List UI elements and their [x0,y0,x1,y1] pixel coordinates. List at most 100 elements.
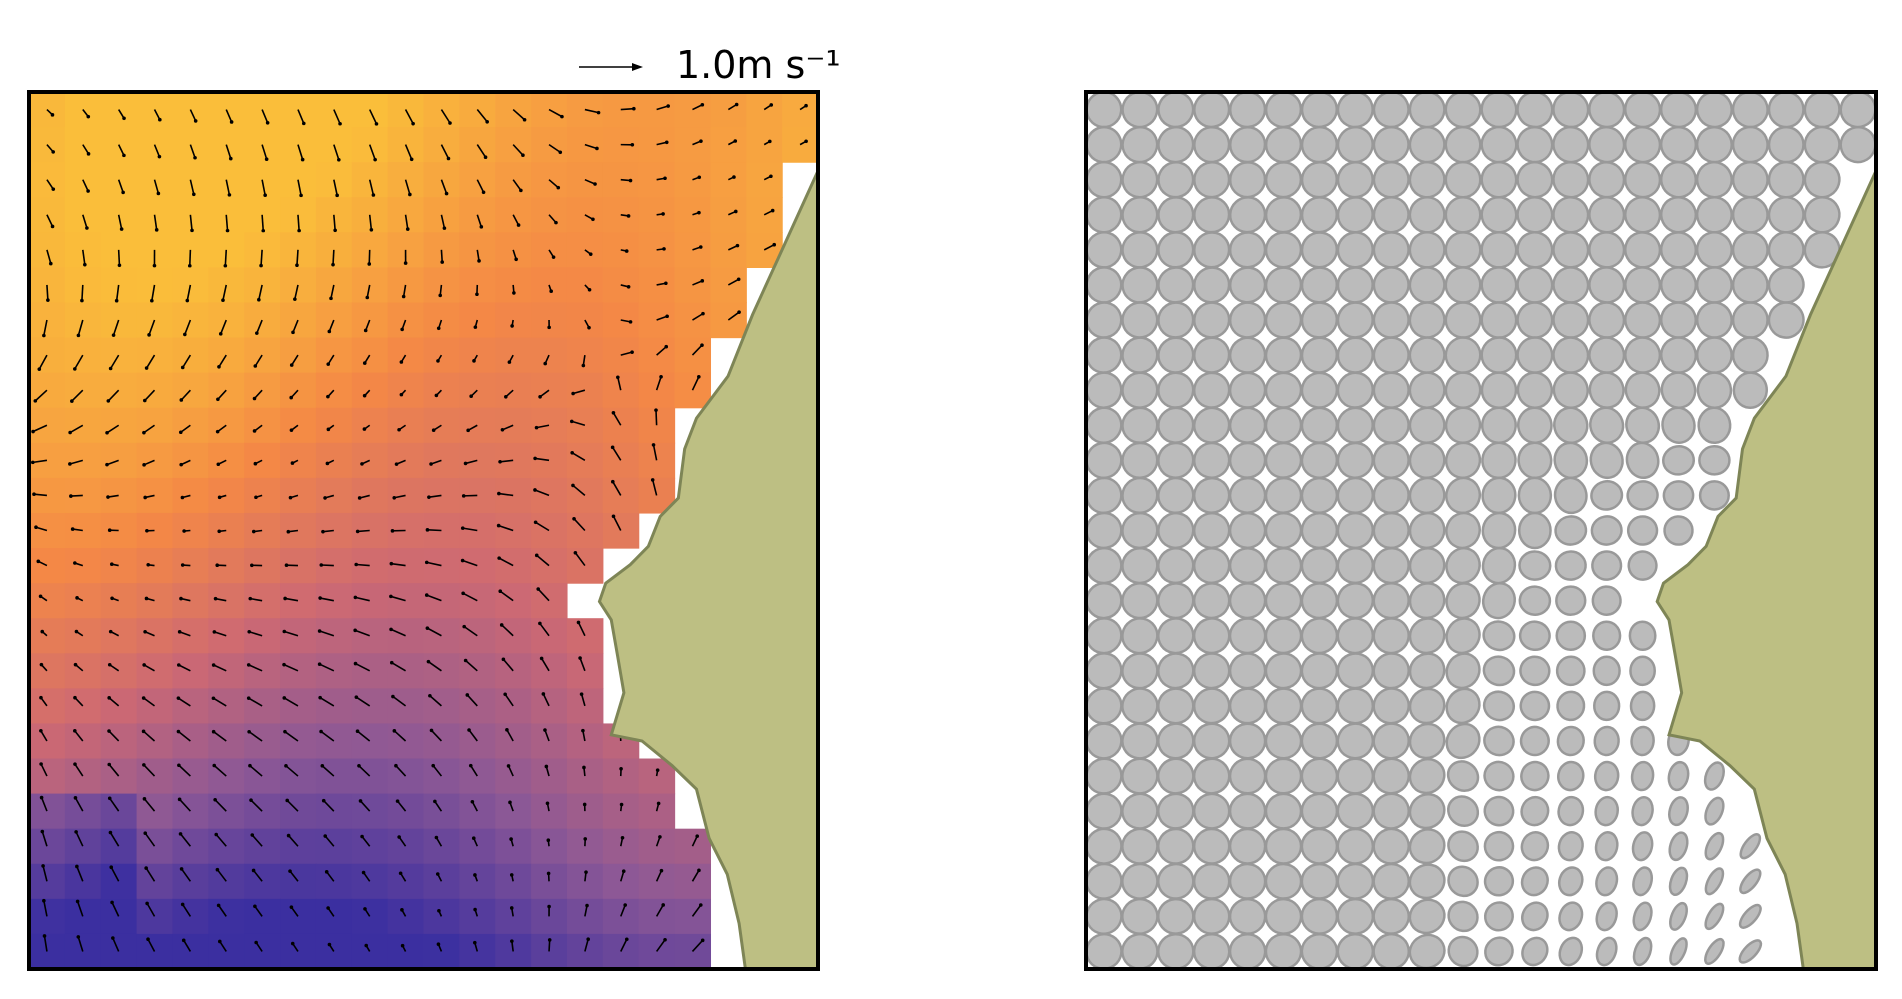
velocity-arrow [611,446,622,461]
strain-ellipse [1659,301,1698,339]
strain-ellipse [1372,336,1410,374]
arrow-head [108,830,113,835]
velocity-arrow [111,902,120,917]
strain-ellipse [1193,196,1231,234]
arrow-head [479,225,484,229]
arrow-head [394,763,398,768]
velocity-arrow [297,179,302,196]
strain-ellipse [1588,161,1626,199]
field-cell [64,407,102,444]
arrow-head [431,763,436,768]
arrow-head [498,460,502,464]
strain-ellipse [1336,406,1374,444]
field-cell [495,372,532,409]
velocity-arrow [248,731,263,742]
field-cell [280,898,317,935]
field-cell [280,828,317,865]
velocity-arrow [512,144,524,156]
strain-ellipse [1767,92,1805,129]
velocity-arrow [188,249,192,266]
velocity-arrow [250,799,263,812]
strain-ellipse [1372,617,1410,655]
strain-ellipse [1517,511,1552,550]
arrow-head [107,528,112,533]
field-cell [602,512,640,549]
field-cell [64,758,102,795]
strain-ellipse [1157,301,1195,339]
arrow-head [288,495,293,500]
arrow-head [257,297,261,302]
strain-ellipse [1336,196,1374,234]
arrow-head [616,375,620,380]
field-cell [351,898,389,935]
arrow-head [498,589,503,594]
velocity-arrow [177,730,191,742]
field-cell [495,758,532,795]
field-cell [495,583,532,619]
strain-ellipse [1626,515,1659,546]
strain-ellipse [1086,511,1123,550]
arrow-head [391,694,395,699]
velocity-arrow [366,284,371,298]
strain-ellipse [1731,195,1769,234]
strain-ellipse [1445,546,1481,585]
field-cell [602,372,640,409]
field-cell [351,548,389,584]
field-cell [64,688,102,725]
velocity-arrow [224,249,228,266]
arrow-head [361,870,366,875]
arrow-head [211,663,216,667]
strain-ellipse [1767,266,1805,304]
field-cell [351,477,389,514]
arrow-head [74,830,78,834]
arrow-head [300,157,305,162]
strain-ellipse [1336,266,1374,304]
velocity-arrow [146,903,156,917]
field-cell [423,793,460,830]
arrow-head [595,146,599,151]
field-cell [280,758,317,795]
strain-ellipse [1193,92,1231,129]
strain-ellipse [1590,515,1623,546]
arrow-head [446,156,451,161]
velocity-arrow [324,835,335,847]
field-cell [351,758,389,795]
field-cell [423,653,460,689]
strain-ellipse [1481,546,1517,585]
arrow-head [321,529,325,534]
velocity-arrow [727,311,740,321]
strain-ellipse [1552,92,1590,129]
velocity-arrow [76,866,84,882]
velocity-arrow [251,834,263,847]
strain-ellipse [1704,831,1725,861]
arrow-head [216,903,221,908]
field-cell [423,863,460,900]
velocity-arrow [145,354,156,369]
strain-ellipse [1300,196,1339,234]
strain-ellipse [1521,901,1549,932]
arrow-head [85,226,89,230]
strain-ellipse [1336,476,1375,515]
arrow-head [252,396,257,401]
strain-ellipse [1480,231,1518,269]
arrow-head [144,596,149,601]
field-cell [782,127,818,163]
arrow-head [114,298,119,303]
velocity-arrow [153,144,161,157]
arrow-head [70,399,74,403]
strain-ellipse [1767,301,1805,339]
field-cell [280,442,317,479]
velocity-arrow [71,389,84,402]
strain-ellipse [1516,371,1554,409]
velocity-arrow [691,344,703,356]
strain-ellipse [1086,827,1123,865]
arrow-head [143,495,147,500]
arrow-head [180,495,185,500]
field-cell [208,653,245,689]
field-cell [495,793,532,830]
strain-ellipse [1157,722,1195,760]
arrow-head [217,939,222,944]
arrow-head [75,864,79,869]
arrow-head [212,630,217,634]
velocity-arrow [402,284,407,297]
